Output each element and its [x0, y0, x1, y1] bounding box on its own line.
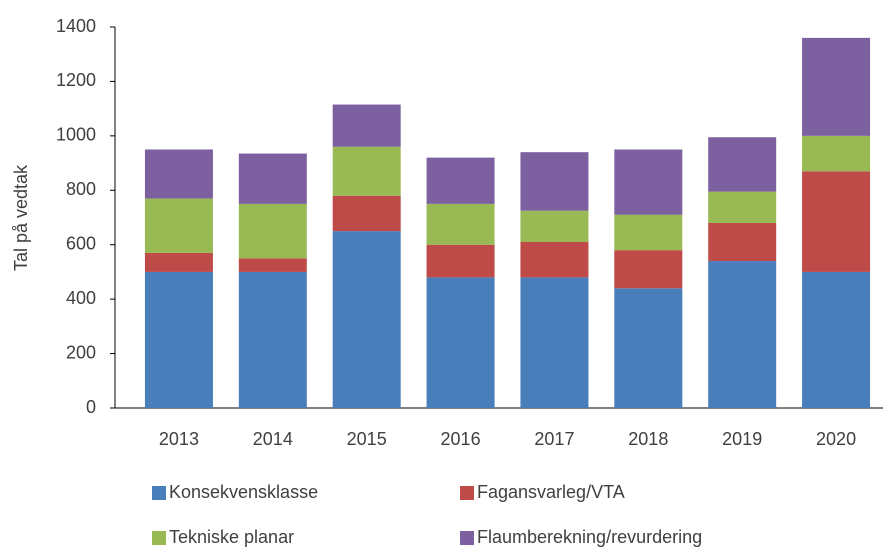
bar-segment [332, 146, 401, 196]
y-tick-label: 600 [66, 233, 96, 253]
bar-segment [332, 195, 401, 232]
bar-segment [144, 252, 213, 272]
x-tick-label: 2020 [816, 429, 856, 449]
bar-segment [520, 241, 589, 278]
bar-segment [614, 214, 683, 251]
x-tick-label: 2015 [347, 429, 387, 449]
bar-segment [238, 203, 307, 259]
x-tick-label: 2014 [253, 429, 293, 449]
bar-segment [708, 137, 777, 192]
legend-label: Tekniske planar [169, 527, 294, 547]
bar-segment [614, 250, 683, 289]
bar-segment [426, 157, 495, 204]
y-tick-label: 200 [66, 342, 96, 362]
x-tick-label: 2013 [159, 429, 199, 449]
bar-segment [708, 261, 777, 408]
legend-label: Konsekvensklasse [169, 482, 318, 502]
bar-segment [614, 149, 683, 215]
bar-segment [802, 37, 871, 136]
bar-segment [144, 198, 213, 253]
legend-swatch [152, 486, 166, 500]
bar-segment [332, 231, 401, 408]
legend-swatch [460, 486, 474, 500]
x-tick-label: 2017 [534, 429, 574, 449]
bar-segment [426, 203, 495, 245]
y-axis-title: Tal på vedtak [11, 164, 31, 271]
bar-segment [802, 171, 871, 272]
bar-segment [426, 277, 495, 408]
bar-segment [802, 135, 871, 172]
bar-segment [520, 210, 589, 242]
y-tick-label: 0 [86, 397, 96, 417]
bar-segment [144, 271, 213, 408]
y-tick-label: 1000 [56, 125, 96, 145]
legend-label: Flaumberekning/revurdering [477, 527, 702, 547]
x-tick-label: 2018 [628, 429, 668, 449]
x-tick-label: 2019 [722, 429, 762, 449]
bar-segment [708, 222, 777, 262]
y-tick-label: 1400 [56, 16, 96, 36]
x-tick-label: 2016 [441, 429, 481, 449]
legend-label: Fagansvarleg/VTA [477, 482, 625, 502]
y-tick-label: 400 [66, 288, 96, 308]
bar-segment [238, 153, 307, 204]
bar-segment [238, 258, 307, 272]
bar-segment [520, 277, 589, 408]
bar-segment [520, 152, 589, 211]
y-tick-label: 1200 [56, 70, 96, 90]
legend-swatch [152, 531, 166, 545]
bar-segment [614, 288, 683, 408]
legend-swatch [460, 531, 474, 545]
bar-segment [426, 244, 495, 278]
bar-segment [332, 104, 401, 147]
bar-segment [238, 271, 307, 408]
bar-segment [802, 271, 871, 408]
bar-segment [144, 149, 213, 199]
bar-segment [708, 191, 777, 223]
y-tick-label: 800 [66, 179, 96, 199]
